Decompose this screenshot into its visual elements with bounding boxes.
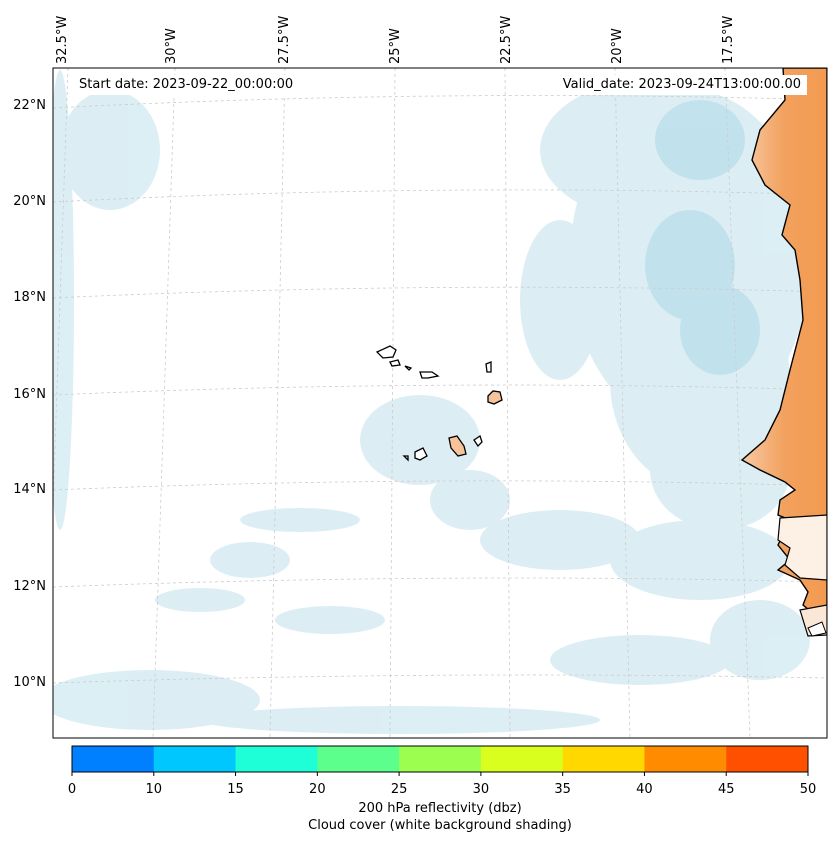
colorbar-segment xyxy=(317,746,400,772)
colorbar-segment xyxy=(153,746,237,772)
colorbar-segment xyxy=(562,746,645,772)
colorbar-segment xyxy=(480,746,564,772)
lat-label-18n: 18°N xyxy=(13,290,46,305)
colorbar-label: 200 hPa reflectivity (dbz) xyxy=(358,801,522,816)
colorbar-tick-label: 40 xyxy=(636,782,653,797)
valid-date-label: Valid_date: 2023-09-24T13:00:00.00 xyxy=(556,75,807,95)
colorbar-tick-label: 20 xyxy=(309,782,326,797)
colorbar-tick-label: 15 xyxy=(227,782,244,797)
cape-verde-islands xyxy=(375,345,503,462)
colorbar-segment xyxy=(644,746,727,772)
colorbar-tick-label: 35 xyxy=(554,782,571,797)
colorbar-tick-label: 45 xyxy=(717,782,735,797)
lon-label-17-5w: 17.5°W xyxy=(721,15,736,64)
lat-label-22n: 22°N xyxy=(13,98,46,113)
colorbar-segment xyxy=(72,746,155,772)
colorbar-segment xyxy=(399,746,482,772)
colorbar-segment xyxy=(235,746,318,772)
africa-coastline xyxy=(740,68,827,631)
colorbar-segment xyxy=(726,746,809,772)
lat-label-10n: 10°N xyxy=(13,675,46,690)
start-date-label: Start date: 2023-09-22_00:00:00 xyxy=(73,75,300,95)
graticule xyxy=(53,68,827,738)
lon-label-25w: 25°W xyxy=(388,28,403,64)
colorbar-tick-label: 50 xyxy=(799,782,817,797)
lon-label-20w: 20°W xyxy=(610,28,625,64)
colorbar-sublabel: Cloud cover (white background shading) xyxy=(308,818,572,833)
map-frame xyxy=(52,67,828,739)
lat-label-12n: 12°N xyxy=(13,579,46,594)
colorbar-tick-label: 0 xyxy=(67,782,77,797)
map-content xyxy=(53,68,827,738)
lat-label-16n: 16°N xyxy=(13,387,46,402)
lat-label-20n: 20°N xyxy=(13,194,46,209)
lon-label-27-5w: 27.5°W xyxy=(277,15,292,64)
lat-label-14n: 14°N xyxy=(13,482,46,497)
colorbar-tick-label: 30 xyxy=(472,782,490,797)
colorbar-tick-label: 10 xyxy=(145,782,163,797)
colorbar-tick-label: 25 xyxy=(390,782,408,797)
colorbar xyxy=(71,745,809,776)
colorbar-frame xyxy=(71,745,809,773)
lon-label-30w: 30°W xyxy=(164,28,179,64)
lon-label-22-5w: 22.5°W xyxy=(499,15,514,64)
lon-label-32-5w: 32.5°W xyxy=(55,15,70,64)
